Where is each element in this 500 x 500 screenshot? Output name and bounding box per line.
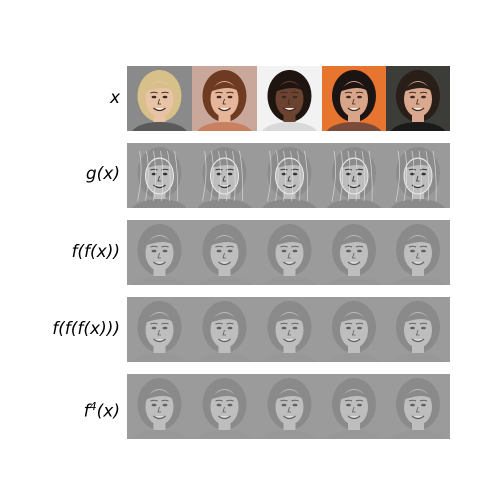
thumbnail-face-brown-bangs <box>192 297 257 362</box>
thumbnail-face-brown-bangs <box>192 143 257 208</box>
thumbnail-face-long-dark-hair <box>386 220 450 285</box>
thumbnail-face-brown-bangs <box>192 374 257 439</box>
thumbnail-face-long-dark-hair <box>386 374 450 439</box>
thumbnail-face-long-dark-hair <box>386 297 450 362</box>
row-label-x: x <box>109 88 120 108</box>
thumbnail-face-blonde-short-hair <box>127 374 192 439</box>
thumbnail-face-blonde-short-hair <box>127 297 192 362</box>
thumbnail-face-long-dark-hair <box>386 143 450 208</box>
thumbnail-face-blonde-short-hair <box>127 143 192 208</box>
row-label-fffx: f(f(f(x))) <box>52 319 120 339</box>
row-label-gx: g(x) <box>85 164 120 184</box>
thumbnail-face-long-dark-hair <box>386 66 450 131</box>
thumbnail-face-curly-dark-hair <box>257 297 322 362</box>
thumbnail-face-blonde-short-hair <box>127 220 192 285</box>
thumbnail-face-dark-wavy-hair <box>322 374 386 439</box>
thumbnail-face-brown-bangs <box>192 66 257 131</box>
thumbnail-face-dark-wavy-hair <box>322 143 386 208</box>
thumbnail-face-blonde-short-hair <box>127 66 192 131</box>
thumbnail-face-dark-wavy-hair <box>322 66 386 131</box>
thumbnail-face-curly-dark-hair <box>257 66 322 131</box>
thumbnail-face-curly-dark-hair <box>257 220 322 285</box>
thumbnail-face-dark-wavy-hair <box>322 297 386 362</box>
row-label-f4x: f4(x) <box>83 400 120 422</box>
image-strip-fffx <box>127 297 450 362</box>
image-strip-gx <box>127 143 450 208</box>
row-label-ffx: f(f(x)) <box>71 242 120 262</box>
thumbnail-face-curly-dark-hair <box>257 374 322 439</box>
thumbnail-face-dark-wavy-hair <box>322 220 386 285</box>
thumbnail-face-curly-dark-hair <box>257 143 322 208</box>
image-strip-x <box>127 66 450 131</box>
image-strip-ffx <box>127 220 450 285</box>
image-strip-f4x <box>127 374 450 439</box>
thumbnail-face-brown-bangs <box>192 220 257 285</box>
